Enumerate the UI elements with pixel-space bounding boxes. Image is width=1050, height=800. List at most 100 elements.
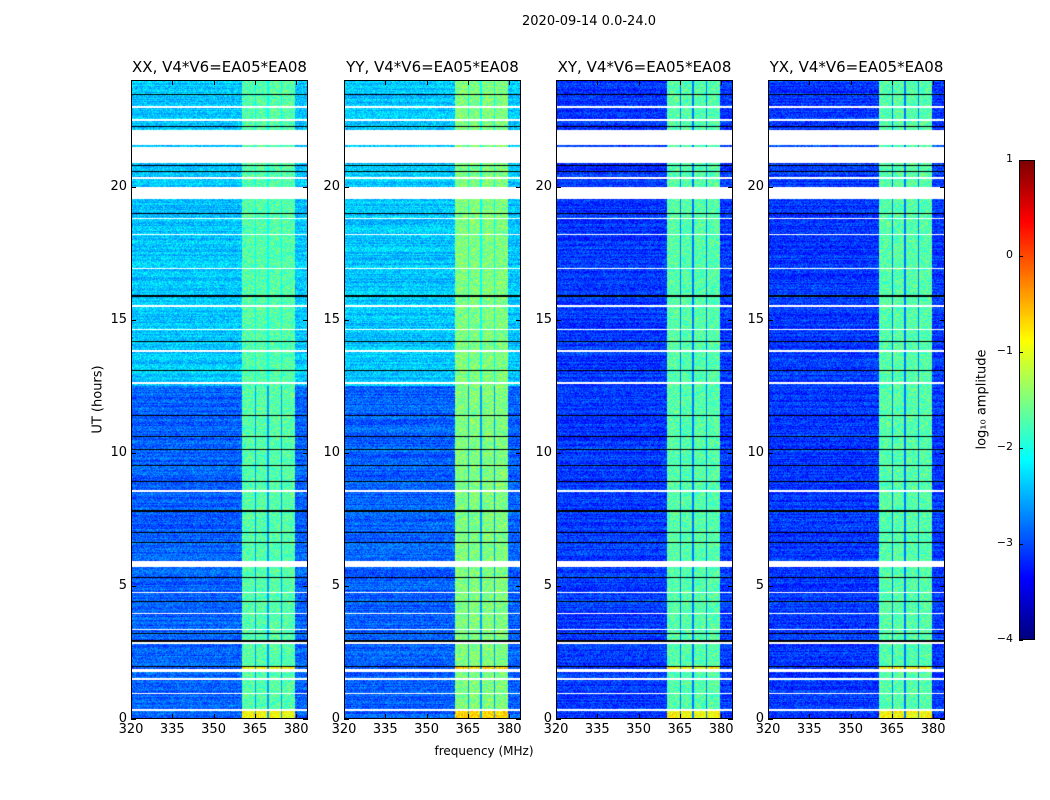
y-tick bbox=[131, 719, 136, 720]
colorbar-tick bbox=[1019, 640, 1023, 641]
x-tick bbox=[721, 714, 723, 719]
x-tick bbox=[809, 714, 811, 719]
y-tick bbox=[768, 452, 773, 454]
x-tick-label: 320 bbox=[543, 722, 569, 737]
x-tick bbox=[891, 80, 893, 85]
x-tick-label: 350 bbox=[838, 722, 863, 737]
y-tick bbox=[728, 719, 733, 720]
y-tick bbox=[768, 585, 773, 587]
colorbar-tick-label: −2 bbox=[996, 440, 1013, 453]
colorbar-tick bbox=[1019, 256, 1023, 257]
y-tick-label: 20 bbox=[747, 178, 764, 194]
y-tick bbox=[556, 719, 561, 720]
y-tick-label: 5 bbox=[755, 577, 764, 593]
heatmap-panel bbox=[131, 80, 308, 719]
colorbar-tick bbox=[1019, 544, 1023, 545]
y-tick-label: 15 bbox=[110, 311, 127, 327]
x-tick-label: 350 bbox=[414, 722, 439, 737]
x-tick-label: 380 bbox=[283, 722, 309, 737]
x-tick bbox=[638, 80, 640, 85]
colorbar-tick bbox=[1019, 352, 1023, 353]
x-tick bbox=[385, 714, 387, 719]
y-tick-label: 10 bbox=[535, 444, 552, 460]
y-tick-label: 0 bbox=[755, 711, 764, 726]
y-tick-label: 0 bbox=[543, 711, 552, 726]
y-tick bbox=[303, 186, 308, 188]
x-tick bbox=[509, 80, 511, 85]
y-tick bbox=[303, 319, 308, 321]
y-tick-label: 10 bbox=[747, 444, 764, 460]
y-tick bbox=[556, 585, 561, 587]
y-tick bbox=[344, 186, 349, 188]
x-tick bbox=[597, 80, 599, 85]
x-tick bbox=[768, 80, 769, 85]
x-tick-label: 320 bbox=[118, 722, 144, 737]
x-tick-label: 350 bbox=[201, 722, 226, 737]
y-tick-label: 10 bbox=[323, 444, 340, 460]
x-tick bbox=[597, 714, 599, 719]
x-tick-label: 320 bbox=[331, 722, 357, 737]
x-tick bbox=[850, 80, 852, 85]
y-tick bbox=[344, 719, 349, 720]
x-tick bbox=[344, 80, 345, 85]
x-tick-label: 350 bbox=[626, 722, 651, 737]
x-tick bbox=[172, 80, 174, 85]
y-tick bbox=[940, 452, 945, 454]
y-tick bbox=[728, 186, 733, 188]
y-tick bbox=[768, 719, 773, 720]
y-tick-label: 15 bbox=[323, 311, 340, 327]
x-tick bbox=[809, 80, 811, 85]
colorbar-tick bbox=[1019, 448, 1023, 449]
y-tick bbox=[303, 719, 308, 720]
x-tick-label: 380 bbox=[496, 722, 522, 737]
x-tick-label: 335 bbox=[584, 722, 610, 737]
y-axis-label: UT (hours) bbox=[90, 365, 106, 434]
x-tick-label: 365 bbox=[667, 722, 693, 737]
y-tick-label: 15 bbox=[535, 311, 552, 327]
y-tick bbox=[768, 186, 773, 188]
x-axis-label: frequency (MHz) bbox=[434, 744, 534, 758]
y-tick bbox=[940, 585, 945, 587]
x-tick-label: 335 bbox=[159, 722, 185, 737]
heatmap-panel bbox=[556, 80, 733, 719]
figure-title: 2020-09-14 0.0-24.0 bbox=[522, 14, 656, 29]
colorbar-tick-label: −1 bbox=[996, 344, 1013, 357]
x-tick bbox=[850, 714, 852, 719]
y-tick bbox=[516, 186, 521, 188]
heatmap-panel bbox=[344, 80, 521, 719]
y-tick bbox=[344, 585, 349, 587]
y-tick bbox=[940, 186, 945, 188]
y-tick bbox=[516, 319, 521, 321]
y-tick bbox=[556, 452, 561, 454]
y-tick-label: 0 bbox=[331, 711, 340, 726]
heatmap-image bbox=[132, 81, 307, 718]
y-tick-label: 5 bbox=[331, 577, 340, 593]
x-tick bbox=[467, 714, 469, 719]
x-tick bbox=[385, 80, 387, 85]
x-tick bbox=[426, 714, 428, 719]
y-tick bbox=[728, 319, 733, 321]
y-tick-label: 0 bbox=[118, 711, 127, 726]
x-tick-label: 335 bbox=[372, 722, 398, 737]
y-tick bbox=[940, 319, 945, 321]
x-tick bbox=[638, 714, 640, 719]
x-tick bbox=[467, 80, 469, 85]
x-tick bbox=[891, 714, 893, 719]
x-tick bbox=[254, 714, 256, 719]
y-tick bbox=[556, 186, 561, 188]
y-tick bbox=[728, 452, 733, 454]
y-tick-label: 20 bbox=[110, 178, 127, 194]
x-tick-label: 320 bbox=[755, 722, 781, 737]
panel-title: XX, V4*V6=EA05*EA08 bbox=[132, 58, 307, 76]
y-tick bbox=[131, 452, 136, 454]
y-tick-label: 20 bbox=[535, 178, 552, 194]
x-tick-label: 380 bbox=[708, 722, 734, 737]
x-tick bbox=[679, 80, 681, 85]
x-tick bbox=[933, 80, 935, 85]
y-tick bbox=[131, 186, 136, 188]
x-tick-label: 365 bbox=[455, 722, 481, 737]
x-tick bbox=[131, 714, 132, 719]
y-tick bbox=[131, 585, 136, 587]
y-tick bbox=[344, 452, 349, 454]
